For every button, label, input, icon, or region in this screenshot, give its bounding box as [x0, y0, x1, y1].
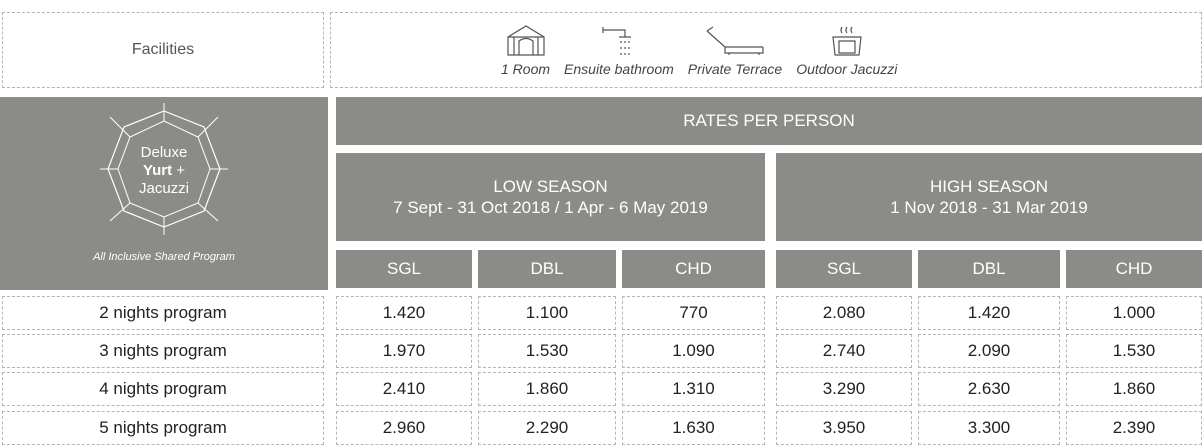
column-header: SGL [776, 250, 912, 288]
logo-line3: Jacuzzi [139, 180, 189, 197]
facility-label: Private Terrace [687, 61, 783, 77]
season-dates: 7 Sept - 31 Oct 2018 / 1 Apr - 6 May 201… [393, 198, 708, 217]
rate-cell: 1.420 [918, 296, 1060, 330]
rate-cell: 1.530 [1066, 334, 1202, 368]
rate-cell: 2.080 [776, 296, 912, 330]
row-label: 3 nights program [2, 334, 324, 368]
rate-cell: 2.410 [336, 372, 472, 406]
rate-cell: 2.740 [776, 334, 912, 368]
column-header: DBL [478, 250, 616, 288]
logo-caption: All Inclusive Shared Program [93, 251, 235, 263]
facility-list: 1 Room Ensuite bathroom Private Terrace … [501, 23, 897, 77]
rate-cell: 1.860 [1066, 372, 1202, 406]
logo-panel: Deluxe Yurt + Jacuzzi All Inclusive Shar… [0, 97, 328, 290]
season-header: HIGH SEASON 1 Nov 2018 - 31 Mar 2019 [776, 153, 1202, 241]
tent-icon [506, 25, 545, 56]
rate-cell: 770 [622, 296, 765, 330]
logo-line2-bold: Yurt [143, 162, 172, 179]
season-dates: 1 Nov 2018 - 31 Mar 2019 [890, 198, 1088, 217]
rate-cell: 1.000 [1066, 296, 1202, 330]
rates-title: RATES PER PERSON [336, 97, 1202, 145]
season-name: HIGH SEASON [929, 177, 1049, 196]
column-header: CHD [1066, 250, 1202, 288]
rate-cell: 2.630 [918, 372, 1060, 406]
rate-cell: 2.090 [918, 334, 1060, 368]
logo-line2: Yurt + [143, 162, 185, 179]
rate-cell: 1.530 [478, 334, 616, 368]
rate-cell: 1.090 [622, 334, 765, 368]
logo-line1: Deluxe [141, 144, 188, 161]
rate-cell: 1.100 [478, 296, 616, 330]
facility-label: 1 Room [501, 61, 551, 77]
rate-cell: 3.290 [776, 372, 912, 406]
row-label: 4 nights program [2, 372, 324, 406]
season-name: LOW SEASON [493, 177, 608, 196]
facility-label: Ensuite bathroom [564, 61, 674, 77]
facility: 1 Room [501, 23, 550, 77]
rate-cell: 1.420 [336, 296, 472, 330]
jacuzzi-icon [832, 26, 862, 56]
facility: Outdoor Jacuzzi [796, 23, 897, 77]
facilities-label: Facilities [2, 12, 324, 88]
rate-cell: 1.970 [336, 334, 472, 368]
logo-line2-plus: + [176, 162, 185, 179]
shower-icon [602, 27, 631, 55]
column-header: SGL [336, 250, 472, 288]
facility-label: Outdoor Jacuzzi [796, 61, 898, 77]
facility: Ensuite bathroom [564, 23, 674, 77]
lounger-icon [706, 26, 764, 55]
rate-cell: 1.310 [622, 372, 765, 406]
logo-graphic: Deluxe Yurt + Jacuzzi [100, 103, 228, 235]
facilities-box: 1 Room Ensuite bathroom Private Terrace … [330, 12, 1202, 88]
column-header: CHD [622, 250, 765, 288]
column-header: DBL [918, 250, 1060, 288]
facility: Private Terrace [688, 23, 782, 77]
row-label: 2 nights program [2, 296, 324, 330]
season-header: LOW SEASON 7 Sept - 31 Oct 2018 / 1 Apr -… [336, 153, 765, 241]
rate-cell: 1.860 [478, 372, 616, 406]
